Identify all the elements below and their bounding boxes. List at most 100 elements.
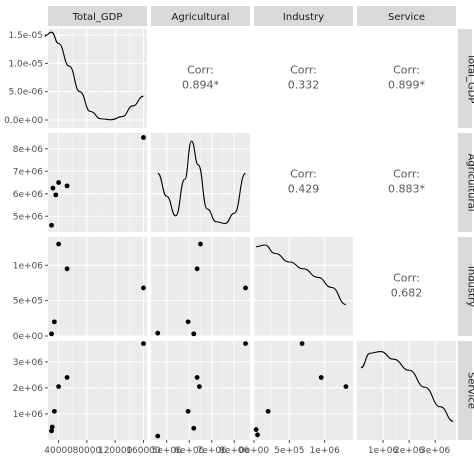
correlation-panel [357,133,456,232]
data-point [194,266,200,272]
y-tick-label: 0e+00 [13,332,44,342]
x-tick-label: 2e+06 [394,446,425,456]
correlation-panel [254,133,353,232]
data-point [265,408,271,414]
x-tick-label: 80000 [73,446,102,456]
y-tick-label: 1e+06 [13,410,44,420]
data-point [194,375,200,380]
density-panel [48,29,147,128]
correlation-panel [254,29,353,128]
data-point [255,432,260,438]
scatter-panel [48,237,147,336]
column-label-service: Service [388,12,425,23]
x-tick-label: 5e+05 [274,446,304,456]
data-point [64,266,70,272]
data-point [243,285,248,291]
corr-label: Corr: [393,168,420,181]
column-strip-service [357,6,456,26]
x-tick-label: 40000 [44,446,73,456]
row-strip-industry [458,237,472,336]
y-tick-label: 2e+06 [13,384,44,394]
data-point [185,408,191,414]
panel-grid [48,29,147,128]
y-tick-label: 7e+06 [13,167,44,177]
data-point [56,384,62,389]
panel-grid [253,237,353,337]
panel-grid [48,341,147,440]
density-curve-total-gdp [44,31,144,121]
x-tick-label: 1e+06 [368,446,399,456]
column-label-industry: Industry [283,12,324,23]
y-tick-label: 5e+05 [13,297,43,307]
data-point [185,319,191,325]
correlation-panel [151,29,250,128]
scatter-panel [48,341,147,440]
data-point [196,384,202,389]
x-tick-label: 8e+06 [219,446,250,456]
data-point [191,425,197,431]
data-point [51,408,57,414]
row-label-total-gdp: Total_GDP [466,53,474,104]
data-point [198,241,203,247]
y-tick-label: 5e+06 [13,212,44,222]
y-tick-label: 3e+06 [13,358,44,368]
data-point [49,222,54,228]
scatter-panel [254,341,353,440]
data-point [155,330,161,336]
panel-grid [151,237,250,337]
data-point [243,341,248,347]
density-panel [357,341,456,440]
data-point [49,428,54,434]
y-tick-label: 0.0e+00 [4,116,43,126]
data-point [141,135,146,140]
data-point [155,433,161,439]
data-point [318,375,324,380]
column-label-total-gdp: Total_GDP [72,12,123,23]
scatter-panel [48,133,147,232]
column-strip-total-gdp [48,6,147,26]
y-tick-label: 6e+06 [13,190,44,200]
column-strip-industry [254,6,353,26]
panel-grid [48,133,147,232]
x-tick-label: 5e+06 [152,446,183,456]
correlation-panel [357,237,456,336]
corr-label: Corr: [393,64,420,77]
panel-grid [357,341,456,440]
x-tick-label: 120000 [98,446,133,456]
data-point [253,427,259,432]
corr-value: 0.332 [288,79,320,92]
corr-value: 0.883* [388,183,425,196]
data-point [50,185,56,191]
data-point [141,285,146,291]
x-tick-label: 0e+00 [239,446,270,456]
corr-value: 0.682 [391,287,423,300]
row-label-industry: Industry [466,266,474,307]
row-strip-agricultural [458,133,472,232]
data-point [51,319,57,325]
corr-value: 0.429 [288,183,320,196]
data-point [343,384,349,389]
density-curve-industry [256,244,347,306]
x-tick-label: 160000 [126,446,161,456]
data-point [49,424,55,430]
density-panel [254,237,353,336]
y-tick-label: 1.5e-05 [8,31,43,41]
panel-grid [253,341,353,440]
y-tick-label: 8e+06 [13,145,44,155]
density-curve-service [360,350,454,422]
data-point [64,375,70,380]
data-point [53,192,59,198]
row-strip-service [458,341,472,440]
data-point [64,183,70,189]
data-point [191,331,197,337]
data-point [49,331,54,337]
x-tick-label: 1e+06 [310,446,341,456]
corr-value: 0.899* [388,79,425,92]
corr-label: Corr: [290,64,317,77]
y-tick-label: 5.0e-06 [8,88,43,98]
data-point [141,341,146,347]
density-curve-agricultural [157,140,247,225]
panel-grid [151,341,250,440]
panel-grid [48,237,147,337]
data-point [299,341,305,347]
